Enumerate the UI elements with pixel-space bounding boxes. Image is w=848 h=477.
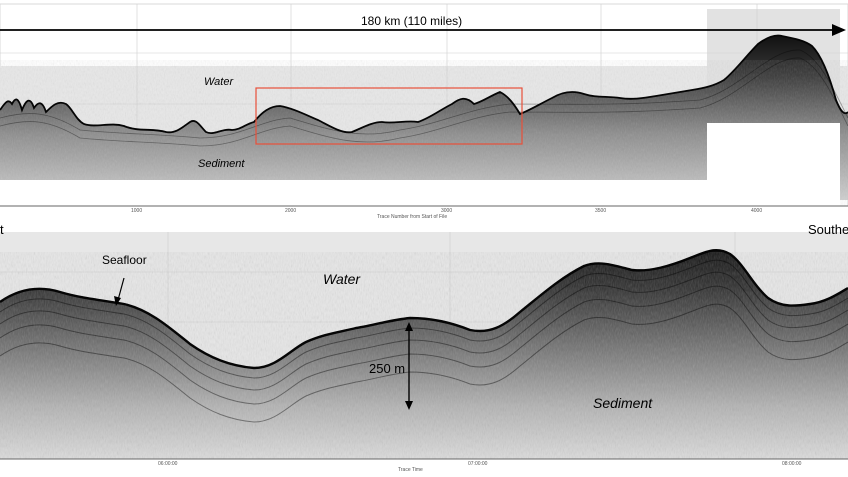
detail-tick-label: 07:00:00 xyxy=(468,461,488,467)
right-edge-label: Southe xyxy=(808,222,848,237)
overview-reflector-layers xyxy=(0,49,848,147)
overview-axis-title: Trace Number from Start of File xyxy=(377,214,448,220)
highlight-box xyxy=(255,87,523,145)
left-edge-label: t xyxy=(0,222,4,237)
overview-sediment-label: Sediment xyxy=(198,158,245,170)
overview-seafloor-line xyxy=(0,34,848,134)
detail-reflector-layers xyxy=(0,259,848,423)
overview-water-label: Water xyxy=(204,76,234,88)
detail-tick-label: 08:00:00 xyxy=(782,461,802,467)
overview-mask-left xyxy=(0,180,707,206)
distance-label: 180 km (110 miles) xyxy=(361,14,463,28)
scale-bar xyxy=(405,322,413,410)
distance-arrow xyxy=(0,24,846,36)
overview-tick-label: 3000 xyxy=(441,208,453,214)
overview-mask-right xyxy=(707,123,840,206)
detail-tick-label: 06:00:00 xyxy=(158,461,178,467)
seafloor-pointer-arrow xyxy=(114,277,125,306)
overview-profile-panel xyxy=(0,3,848,207)
seafloor-label: Seafloor xyxy=(102,253,147,267)
overview-tick-label: 1000 xyxy=(131,208,143,214)
overview-tick-label: 2000 xyxy=(285,208,297,214)
detail-profile-panel xyxy=(0,232,848,460)
scale-label: 250 m xyxy=(369,361,406,376)
overview-tick-label: 3500 xyxy=(595,208,607,214)
overview-tick-label: 4000 xyxy=(751,208,763,214)
detail-seafloor-line xyxy=(0,248,848,370)
detail-water-label: Water xyxy=(323,271,361,287)
detail-sediment-label: Sediment xyxy=(593,395,653,411)
detail-axis-title: Trace Time xyxy=(398,467,423,473)
